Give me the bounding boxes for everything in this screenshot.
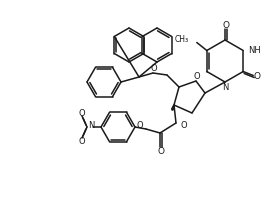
Text: O: O: [180, 122, 187, 130]
Text: NH: NH: [248, 46, 261, 55]
Text: O: O: [158, 147, 165, 157]
Text: O: O: [254, 72, 261, 81]
Text: N: N: [88, 122, 94, 130]
Text: N: N: [222, 83, 228, 92]
Text: O: O: [222, 20, 230, 30]
Text: O: O: [151, 64, 157, 73]
Text: O: O: [79, 108, 85, 118]
Text: O: O: [136, 120, 143, 130]
Text: CH₃: CH₃: [175, 35, 189, 44]
Text: O: O: [79, 137, 85, 146]
Text: O: O: [194, 72, 200, 81]
